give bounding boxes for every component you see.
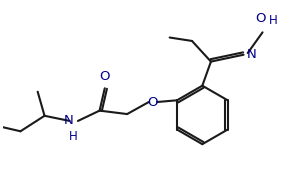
Text: N: N <box>246 48 256 61</box>
Text: O: O <box>100 70 110 83</box>
Text: O: O <box>148 96 158 108</box>
Text: N: N <box>64 114 74 127</box>
Text: O: O <box>256 12 266 26</box>
Text: H: H <box>69 130 77 142</box>
Text: H: H <box>269 14 277 27</box>
